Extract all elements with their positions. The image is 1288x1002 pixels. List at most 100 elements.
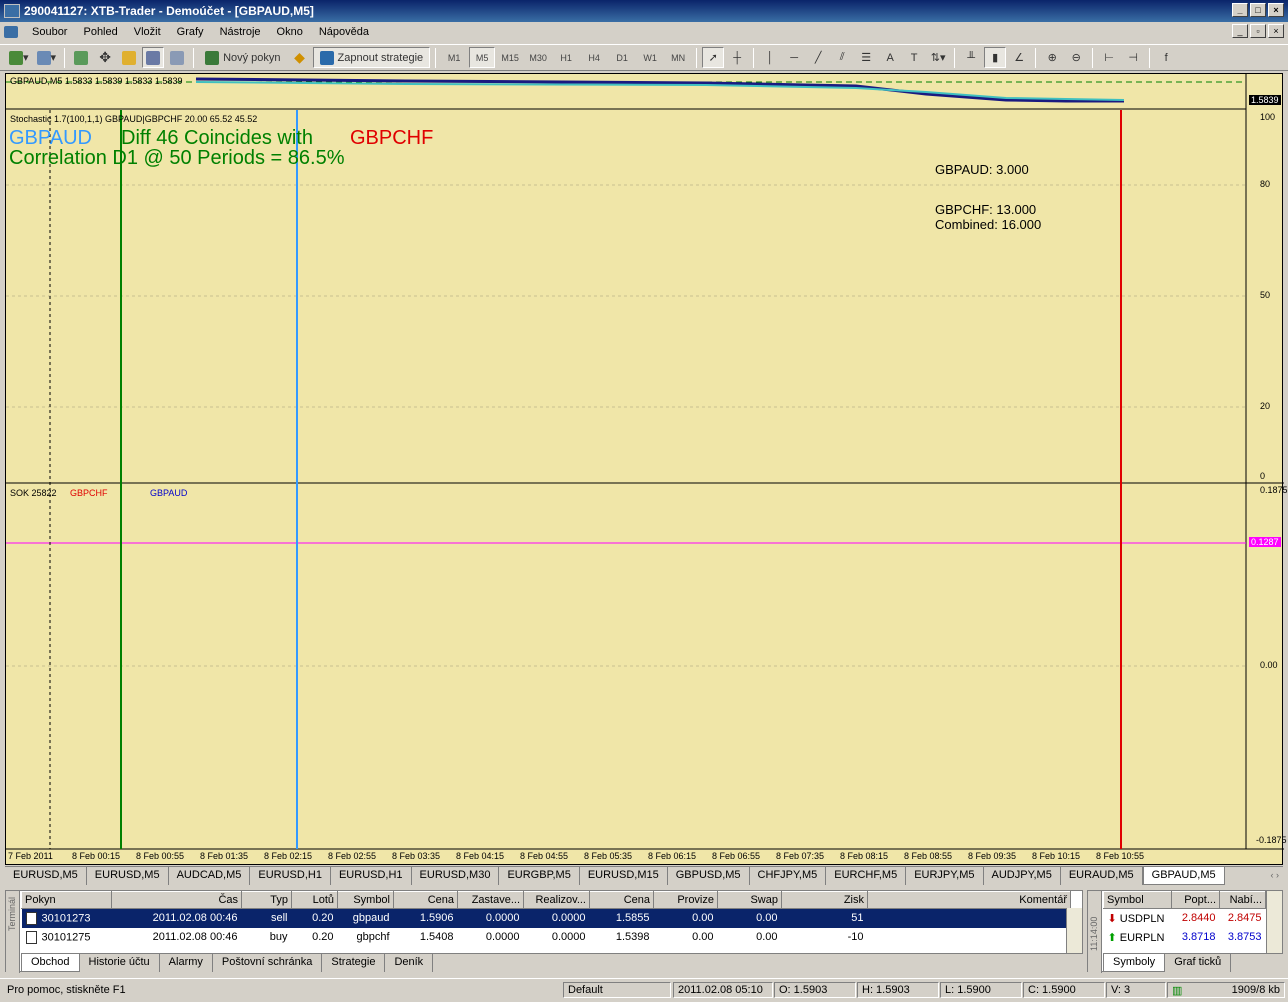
col-header[interactable]: Lotů bbox=[291, 891, 338, 909]
col-header[interactable]: Zastave... bbox=[457, 891, 524, 909]
tester-button[interactable] bbox=[166, 47, 188, 68]
tab-strategie[interactable]: Strategie bbox=[322, 954, 386, 972]
tf-m1[interactable]: M1 bbox=[447, 52, 461, 63]
status-low: L: 1.5900 bbox=[940, 982, 1022, 998]
autoscroll-button[interactable]: ⊢ bbox=[1098, 47, 1120, 68]
order-row[interactable]: 30101273 2011.02.08 00:46 sell 0.20 gbpa… bbox=[21, 908, 1071, 928]
col-header[interactable]: Čas bbox=[111, 891, 242, 909]
mw-col-header[interactable]: Nabí... bbox=[1219, 891, 1266, 909]
mdi-close-button[interactable]: × bbox=[1268, 24, 1284, 38]
profiles-button[interactable]: ▾ bbox=[34, 47, 60, 68]
mw-col-header[interactable]: Symbol bbox=[1103, 891, 1172, 909]
col-header[interactable]: Pokyn bbox=[21, 891, 112, 909]
mdi-minimize-button[interactable]: _ bbox=[1232, 24, 1248, 38]
chart-tab[interactable]: AUDJPY,M5 bbox=[984, 867, 1061, 885]
col-header[interactable]: Cena bbox=[589, 891, 654, 909]
crosshair-nav-button[interactable]: ✥ bbox=[94, 47, 116, 68]
tab-graf-ticku[interactable]: Graf ticků bbox=[1165, 954, 1232, 972]
arrows-tool[interactable]: ⇅▾ bbox=[927, 47, 949, 68]
tab-alarmy[interactable]: Alarmy bbox=[160, 954, 213, 972]
market-watch-button[interactable] bbox=[70, 47, 92, 68]
label-tool[interactable]: T bbox=[903, 47, 925, 68]
line-chart-button[interactable]: ∠ bbox=[1008, 47, 1030, 68]
chart-tab[interactable]: EURUSD,H1 bbox=[331, 867, 412, 885]
chart-tab[interactable]: EURJPY,M5 bbox=[906, 867, 984, 885]
col-header[interactable]: Zisk bbox=[781, 891, 868, 909]
chart-tab[interactable]: EURAUD,M5 bbox=[1061, 867, 1143, 885]
close-button[interactable]: × bbox=[1268, 3, 1284, 17]
fibo-tool[interactable]: ☰ bbox=[855, 47, 877, 68]
col-header[interactable]: Swap bbox=[717, 891, 782, 909]
trendline-tool[interactable]: ╱ bbox=[807, 47, 829, 68]
horizontal-line-tool[interactable]: ─ bbox=[783, 47, 805, 68]
menu-grafy[interactable]: Grafy bbox=[176, 26, 204, 38]
candle-chart-button[interactable]: ▮ bbox=[984, 47, 1007, 68]
tf-h1[interactable]: H1 bbox=[560, 52, 572, 63]
channel-tool[interactable]: ⫽ bbox=[831, 47, 853, 68]
tf-mn[interactable]: MN bbox=[671, 52, 686, 63]
tab-symboly[interactable]: Symboly bbox=[1103, 954, 1166, 972]
col-header[interactable]: Symbol bbox=[337, 891, 394, 909]
tab-scroll-arrows[interactable]: ‹ › bbox=[1270, 870, 1280, 880]
chart-tab-active[interactable]: GBPAUD,M5 bbox=[1142, 867, 1225, 885]
bar-chart-button[interactable]: ╨ bbox=[960, 47, 982, 68]
chart-tab[interactable]: EURUSD,M5 bbox=[5, 867, 87, 885]
menu-nastroje[interactable]: Nástroje bbox=[219, 26, 261, 38]
zoom-in-button[interactable]: ⊕ bbox=[1041, 47, 1063, 68]
tf-w1[interactable]: W1 bbox=[643, 52, 657, 63]
tf-m30[interactable]: M30 bbox=[529, 52, 547, 63]
col-header[interactable]: Cena bbox=[393, 891, 458, 909]
crosshair-tool[interactable]: ┼ bbox=[726, 47, 748, 68]
vertical-line-tool[interactable]: │ bbox=[759, 47, 781, 68]
start-strategy-button[interactable]: Zapnout strategie bbox=[312, 47, 431, 68]
tf-h4[interactable]: H4 bbox=[588, 52, 600, 63]
minimize-button[interactable]: _ bbox=[1232, 3, 1248, 17]
zoom-out-button[interactable]: ⊖ bbox=[1065, 47, 1087, 68]
chart-tab[interactable]: EURUSD,M5 bbox=[87, 867, 169, 885]
chart-tab[interactable]: EURUSD,M15 bbox=[580, 867, 668, 885]
tab-denik[interactable]: Deník bbox=[385, 954, 434, 972]
chart-tab[interactable]: EURUSD,M30 bbox=[412, 867, 500, 885]
maximize-button[interactable]: □ bbox=[1250, 3, 1266, 17]
menu-vlozit[interactable]: Vložit bbox=[133, 26, 161, 38]
tf-m15[interactable]: M15 bbox=[501, 52, 519, 63]
col-header[interactable]: Typ bbox=[241, 891, 292, 909]
tf-d1[interactable]: D1 bbox=[616, 52, 628, 63]
terminal-scrollbar[interactable] bbox=[1066, 908, 1082, 953]
tf-m5[interactable]: M5 bbox=[469, 47, 496, 68]
terminal-button[interactable] bbox=[142, 47, 165, 68]
chart-tab[interactable]: AUDCAD,M5 bbox=[169, 867, 251, 885]
col-header[interactable]: Realizov... bbox=[523, 891, 590, 909]
chart-tab[interactable]: EURCHF,M5 bbox=[826, 867, 907, 885]
chart-tab[interactable]: EURUSD,H1 bbox=[250, 867, 331, 885]
tab-obchod[interactable]: Obchod bbox=[21, 954, 80, 972]
mw-row[interactable]: ⬆ EURPLN 3.8718 3.8753 bbox=[1104, 928, 1266, 947]
mw-row[interactable]: ⬇ USDPLN 2.8440 2.8475 bbox=[1104, 909, 1266, 928]
mdi-restore-button[interactable]: ▫ bbox=[1250, 24, 1266, 38]
overlay-symbol-gbpchf: GBPCHF bbox=[350, 127, 434, 149]
chart-tab[interactable]: CHFJPY,M5 bbox=[750, 867, 827, 885]
text-tool[interactable]: A bbox=[879, 47, 901, 68]
chart-window[interactable]: GBPAUD,M5 1.5833 1.5839 1.5833 1.5839 1.… bbox=[5, 73, 1288, 865]
favorites-button[interactable] bbox=[118, 47, 140, 68]
menu-soubor[interactable]: Soubor bbox=[32, 26, 68, 38]
chart-tab[interactable]: GBPUSD,M5 bbox=[668, 867, 750, 885]
menu-napoveda[interactable]: Nápověda bbox=[318, 26, 369, 38]
order-row[interactable]: 30101275 2011.02.08 00:46 buy 0.20 gbpch… bbox=[22, 928, 1071, 947]
menu-okno[interactable]: Okno bbox=[276, 26, 303, 38]
tab-historie[interactable]: Historie účtu bbox=[80, 954, 160, 972]
tab-mailbox[interactable]: Poštovní schránka bbox=[213, 954, 323, 972]
arrow-up-icon: ⬆ bbox=[1107, 931, 1117, 944]
mw-col-header[interactable]: Popt... bbox=[1171, 891, 1220, 909]
expert-advisors-button[interactable]: ◆ bbox=[289, 47, 311, 68]
col-header[interactable]: Provize bbox=[653, 891, 718, 909]
cursor-tool[interactable]: ➚ bbox=[702, 47, 725, 68]
chart-shift-button[interactable]: ⊣ bbox=[1122, 47, 1144, 68]
chart-tab[interactable]: EURGBP,M5 bbox=[499, 867, 580, 885]
indicators-button[interactable]: f bbox=[1155, 47, 1177, 68]
new-chart-button[interactable]: ▾ bbox=[6, 47, 32, 68]
menu-pohled[interactable]: Pohled bbox=[83, 26, 118, 38]
new-order-button[interactable]: Nový pokyn bbox=[199, 47, 286, 68]
mw-scrollbar[interactable] bbox=[1266, 891, 1282, 953]
col-header[interactable]: Komentář bbox=[867, 891, 1071, 909]
